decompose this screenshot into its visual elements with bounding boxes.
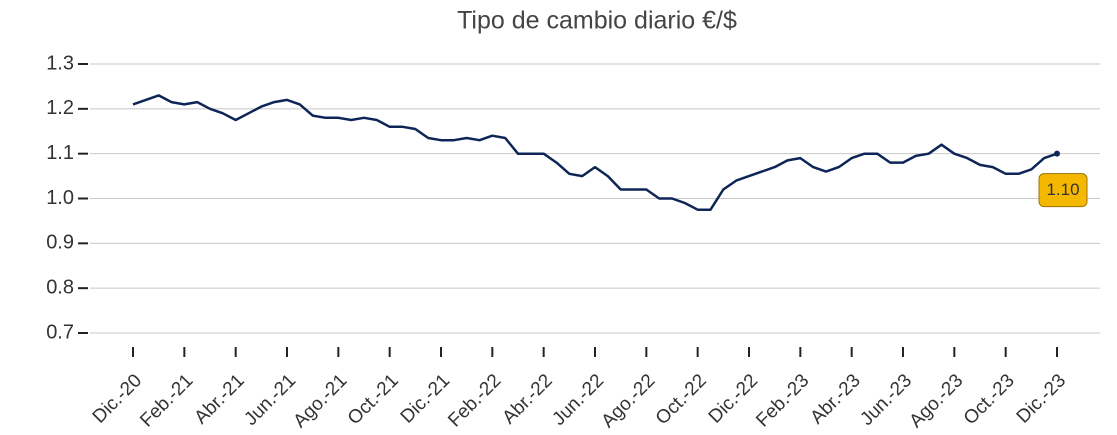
x-tick-label: Feb.-23 [752,370,813,431]
y-tick-label: 0.7 [46,321,74,343]
y-tick-label: 1.1 [46,142,74,164]
line [132,94,1058,211]
x-tick-label: Jun.-22 [548,370,608,430]
annotation-box [1038,173,1088,208]
x-tick-label: Feb.-21 [136,370,197,431]
x-tick-label: Jun.-21 [240,370,300,430]
x-tick-label: Oct.-22 [652,370,711,429]
y-tick-label: 0.8 [46,276,74,298]
y-tick-label: 1.2 [46,97,74,119]
x-tick-label: Jun.-23 [856,370,916,430]
y-tick-label: 1.0 [46,187,74,209]
x-tick-label: Oct.-23 [960,370,1019,429]
x-tick-label: Oct.-21 [344,370,403,429]
x-tick-label: Dic.-23 [1013,370,1070,427]
x-tick-label: Ago.-22 [598,370,660,432]
y-tick-label: 1.3 [46,52,74,74]
end-point [1054,150,1060,157]
x-tick-label: Ago.-23 [906,370,968,432]
x-tick-label: Ago.-21 [290,370,352,432]
x-tick-label: Abr.-22 [499,370,557,428]
y-tick-label: 0.9 [46,232,74,254]
x-tick-label: Feb.-22 [444,370,505,431]
annotation: 1.10 [1046,180,1079,199]
chart-title: Tipo de cambio diario €/$ [457,7,737,35]
x-tick-label: Abr.-21 [191,370,249,428]
x-tick-label: Abr.-23 [807,370,865,428]
